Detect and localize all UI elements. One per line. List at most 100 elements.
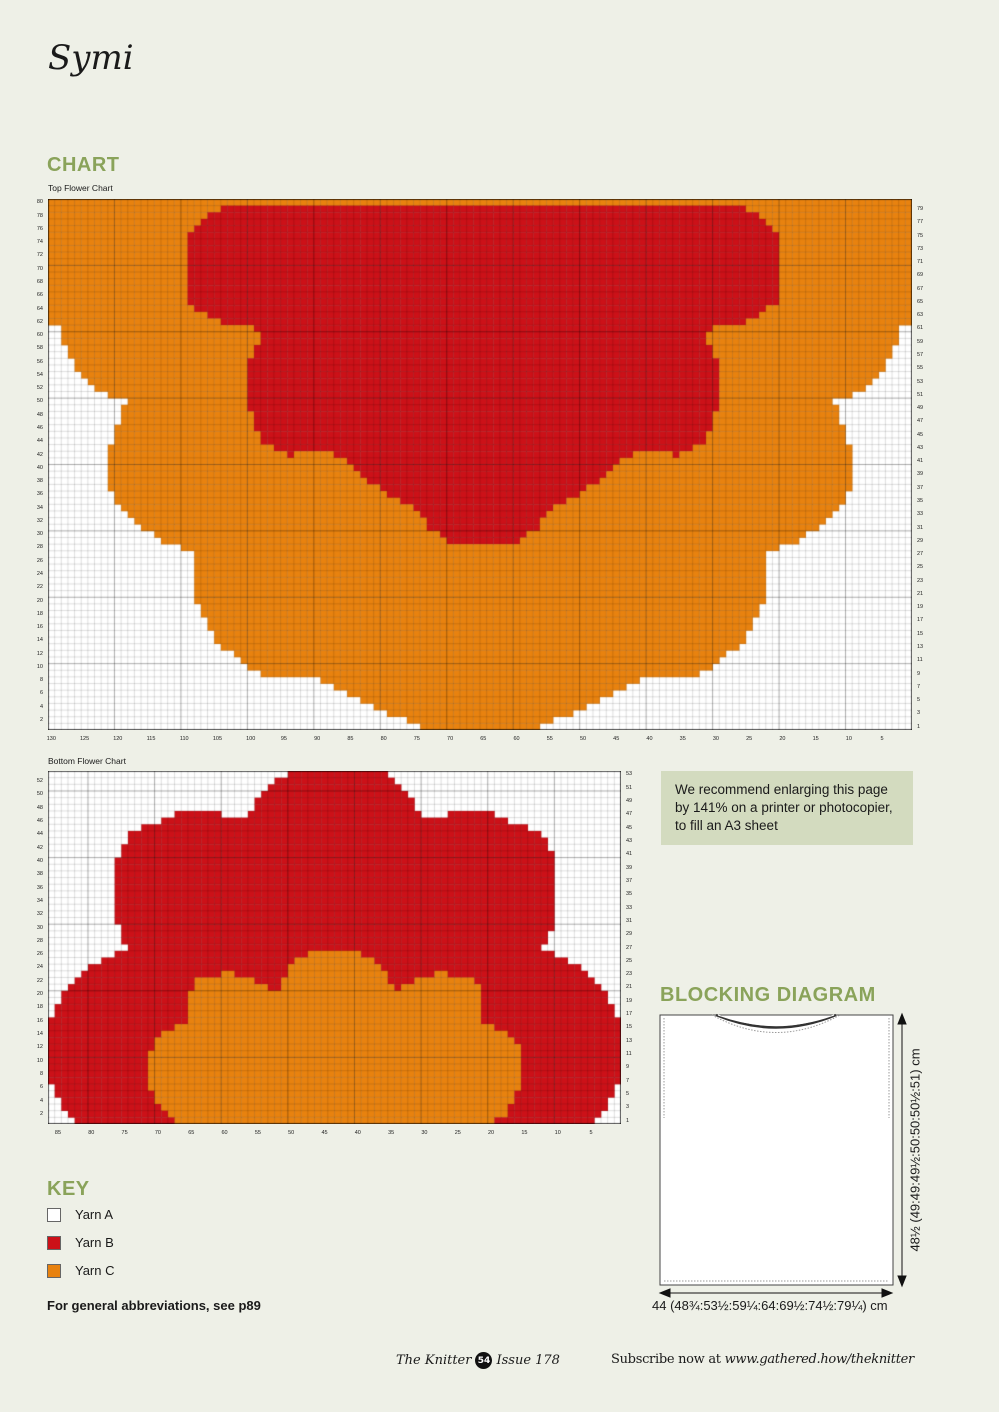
row-number: 49 [917,405,924,412]
yarn-a-swatch [47,1207,61,1222]
row-number: 7 [626,1077,630,1084]
row-number: 46 [36,817,43,824]
row-number: 35 [626,891,633,898]
row-number: 44 [36,831,43,838]
row-number: 73 [917,245,924,252]
row-number: 56 [36,358,43,365]
column-number: 30 [421,1130,428,1136]
row-number: 72 [36,252,43,259]
row-number: 20 [36,991,43,998]
enlarge-note: We recommend enlarging this page by 141%… [661,771,913,845]
row-number: 49 [626,797,633,804]
row-number: 55 [917,365,924,372]
column-number: 50 [288,1130,295,1136]
row-number: 34 [36,504,43,511]
row-number: 13 [626,1037,633,1044]
row-number: 78 [36,212,43,219]
column-number: 60 [221,1130,228,1136]
column-number: 20 [488,1130,495,1136]
column-number: 105 [212,736,223,742]
pattern-title: Symi [48,38,134,78]
row-number: 51 [917,391,924,398]
column-number: 75 [413,736,420,742]
row-number: 80 [36,199,43,206]
row-number: 11 [917,657,923,664]
bottom-flower-chart-grid [48,771,621,1124]
row-number: 4 [39,1097,43,1104]
row-number: 12 [36,1044,43,1051]
column-number: 5 [589,1130,593,1136]
row-number: 9 [626,1064,630,1071]
row-number: 33 [626,904,633,911]
row-number: 47 [917,418,924,425]
row-number: 15 [626,1024,633,1031]
row-number: 2 [39,717,43,724]
column-number: 25 [746,736,753,742]
column-number: 60 [513,736,520,742]
row-number: 37 [917,484,924,491]
row-number: 3 [917,710,921,717]
row-number: 20 [36,597,43,604]
row-number: 10 [36,1057,43,1064]
row-number: 2 [39,1111,43,1117]
row-number: 1 [626,1117,630,1124]
length-arrow [897,1012,907,1288]
blocking-heading: BLOCKING DIAGRAM [660,984,876,1006]
column-number: 70 [447,736,454,742]
row-number: 19 [626,997,633,1004]
subscribe-link[interactable]: www.gathered.how/theknitter [724,1352,915,1367]
key-label: Yarn C [75,1263,115,1278]
row-number: 71 [917,259,924,266]
row-number: 66 [36,292,43,299]
row-number: 64 [36,305,43,312]
row-number: 31 [626,917,633,924]
row-number: 22 [36,584,43,591]
row-number: 63 [917,312,924,319]
row-number: 36 [36,491,43,498]
subscribe-text: Subscribe now at [611,1352,721,1367]
row-number: 11 [626,1051,632,1058]
column-number: 35 [679,736,686,742]
row-number: 18 [36,1004,43,1011]
column-number: 10 [554,1130,561,1136]
row-number: 8 [39,677,43,684]
row-number: 14 [36,1031,43,1038]
magazine-name: The Knitter [396,1353,472,1368]
row-number: 13 [917,644,924,651]
row-number: 17 [917,617,924,624]
row-number: 59 [917,338,924,345]
yarn-b-swatch [47,1235,61,1250]
row-number: 39 [626,864,633,871]
row-number: 32 [36,911,43,918]
column-number: 120 [113,736,123,742]
column-number: 80 [88,1130,95,1136]
column-number: 50 [579,736,587,742]
row-number: 28 [36,937,43,944]
row-number: 46 [36,424,43,431]
row-number: 77 [917,219,924,226]
row-number: 50 [36,791,43,798]
row-number: 43 [626,837,633,844]
row-number: 30 [36,531,43,538]
row-number: 48 [36,804,43,811]
column-number: 55 [546,736,553,742]
row-number: 26 [36,951,43,958]
column-number: 85 [347,736,354,742]
row-number: 29 [917,537,924,544]
row-number: 74 [36,239,43,246]
row-number: 44 [36,438,43,445]
row-number: 16 [36,624,43,631]
row-number: 10 [36,663,43,670]
row-number: 53 [917,378,924,385]
column-number: 125 [79,736,90,742]
row-number: 45 [917,431,924,438]
row-number: 52 [36,385,43,392]
key-label: Yarn A [75,1207,114,1222]
row-number: 23 [626,971,633,978]
row-number: 27 [626,944,633,951]
row-number: 3 [626,1104,630,1111]
row-number: 58 [36,345,43,352]
row-number: 18 [36,610,43,617]
row-number: 54 [36,371,43,378]
chart-heading: CHART [47,154,120,176]
